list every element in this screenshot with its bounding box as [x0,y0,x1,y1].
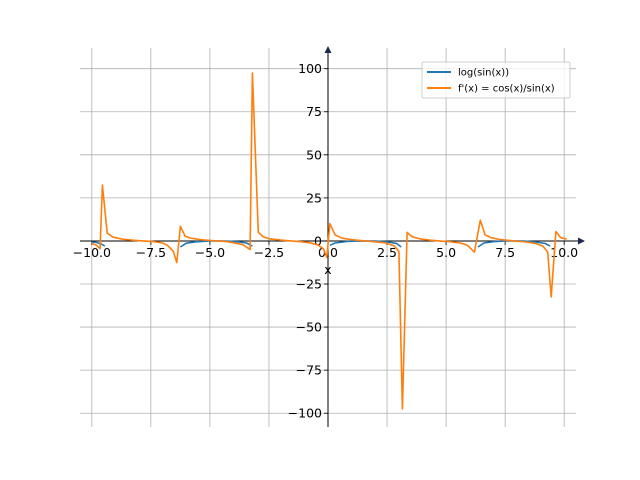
y-tick-label-8: 100 [298,61,322,76]
y-tick-label-6: 50 [306,147,322,162]
ticks: −10.0 −7.5 −5.0 −2.5 0.0 2.5 5.0 7.5 10.0−100−75… [73,61,578,421]
y-tick-label-2: −50 [296,320,322,335]
x-tick-label-8: 10.0 [550,245,578,260]
x-tick-label-2: −5.0 [195,245,225,260]
legend-label-derivative: f'(x) = cos(x)/sin(x) [458,84,555,95]
y-tick-label-3: −25 [296,277,322,292]
x-tick-label-7: 7.5 [495,245,515,260]
x-tick-label-6: 5.0 [436,245,456,260]
y-tick-label-4: 0 [314,233,322,248]
series-log-sin-segment-0 [91,241,106,247]
series-layer [91,72,567,410]
y-tick-label-5: 25 [306,190,322,205]
y-tick-label-0: −100 [288,406,322,421]
y-axis-arrow-icon [324,46,332,53]
x-axis-label: x [324,262,331,277]
x-tick-label-0: −10.0 [73,245,111,260]
legend: log(sin(x)) f'(x) = cos(x)/sin(x) [421,61,571,99]
x-axis-arrow-icon [578,237,585,245]
legend-label-log-sin: log(sin(x)) [458,68,509,79]
y-tick-label-7: 75 [306,104,322,119]
y-tick-label-1: −75 [296,363,322,378]
x-tick-label-3: −2.5 [254,245,284,260]
series-derivative-line [91,72,567,410]
x-tick-label-1: −7.5 [136,245,166,260]
x-tick-label-5: 2.5 [377,245,397,260]
legend-box [421,61,571,99]
